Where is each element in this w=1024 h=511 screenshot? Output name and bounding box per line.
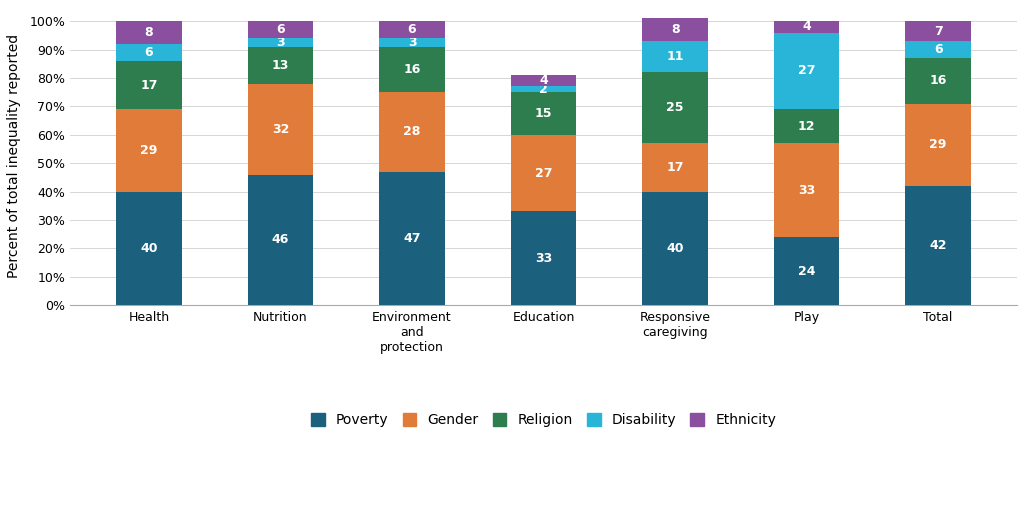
Bar (511, 212, 577, 305)
Bar (511, 92, 577, 135)
Text: 15: 15 (535, 107, 552, 120)
Text: 17: 17 (667, 161, 684, 174)
Text: 11: 11 (667, 50, 684, 63)
Bar (905, 58, 971, 104)
Bar (379, 38, 444, 47)
Text: 6: 6 (934, 43, 942, 56)
Text: 7: 7 (934, 25, 942, 38)
Bar (905, 41, 971, 58)
Bar (905, 104, 971, 186)
Bar (642, 41, 708, 72)
Text: 6: 6 (144, 46, 154, 59)
Text: 24: 24 (798, 265, 815, 277)
Text: 4: 4 (802, 20, 811, 33)
Bar (248, 21, 313, 38)
Bar (642, 192, 708, 305)
Text: 29: 29 (140, 144, 158, 157)
Text: 27: 27 (535, 167, 552, 180)
Bar (774, 109, 840, 143)
Bar (774, 21, 840, 33)
Text: 47: 47 (403, 232, 421, 245)
Bar (379, 172, 444, 305)
Text: 16: 16 (930, 74, 947, 87)
Text: 17: 17 (140, 79, 158, 91)
Text: 33: 33 (798, 183, 815, 197)
Text: 16: 16 (403, 63, 421, 76)
Bar (511, 86, 577, 92)
Bar (116, 109, 182, 192)
Text: 25: 25 (667, 101, 684, 114)
Text: 3: 3 (276, 36, 285, 49)
Bar (774, 237, 840, 305)
Bar (511, 75, 577, 86)
Bar (379, 47, 444, 92)
Text: 40: 40 (667, 242, 684, 255)
Bar (116, 61, 182, 109)
Bar (774, 33, 840, 109)
Bar (642, 72, 708, 143)
Legend: Poverty, Gender, Religion, Disability, Ethnicity: Poverty, Gender, Religion, Disability, E… (305, 408, 781, 433)
Text: 40: 40 (140, 242, 158, 255)
Text: 32: 32 (271, 123, 289, 135)
Y-axis label: Percent of total inequality reported: Percent of total inequality reported (7, 34, 20, 278)
Bar (116, 44, 182, 61)
Text: 12: 12 (798, 120, 815, 133)
Text: 28: 28 (403, 125, 421, 138)
Text: 2: 2 (540, 83, 548, 96)
Bar (642, 18, 708, 41)
Bar (905, 186, 971, 305)
Bar (642, 143, 708, 192)
Bar (248, 84, 313, 175)
Text: 13: 13 (271, 59, 289, 72)
Text: 4: 4 (540, 74, 548, 87)
Bar (379, 21, 444, 38)
Bar (905, 21, 971, 41)
Text: 6: 6 (408, 23, 417, 36)
Bar (774, 143, 840, 237)
Text: 27: 27 (798, 64, 815, 77)
Text: 33: 33 (535, 252, 552, 265)
Text: 42: 42 (930, 239, 947, 252)
Text: 46: 46 (271, 234, 289, 246)
Bar (248, 38, 313, 47)
Bar (248, 47, 313, 84)
Bar (116, 192, 182, 305)
Text: 29: 29 (930, 138, 947, 151)
Text: 8: 8 (671, 23, 679, 36)
Bar (248, 175, 313, 305)
Text: 6: 6 (276, 23, 285, 36)
Bar (511, 135, 577, 212)
Bar (379, 92, 444, 172)
Text: 3: 3 (408, 36, 417, 49)
Text: 8: 8 (144, 26, 154, 39)
Bar (116, 21, 182, 44)
